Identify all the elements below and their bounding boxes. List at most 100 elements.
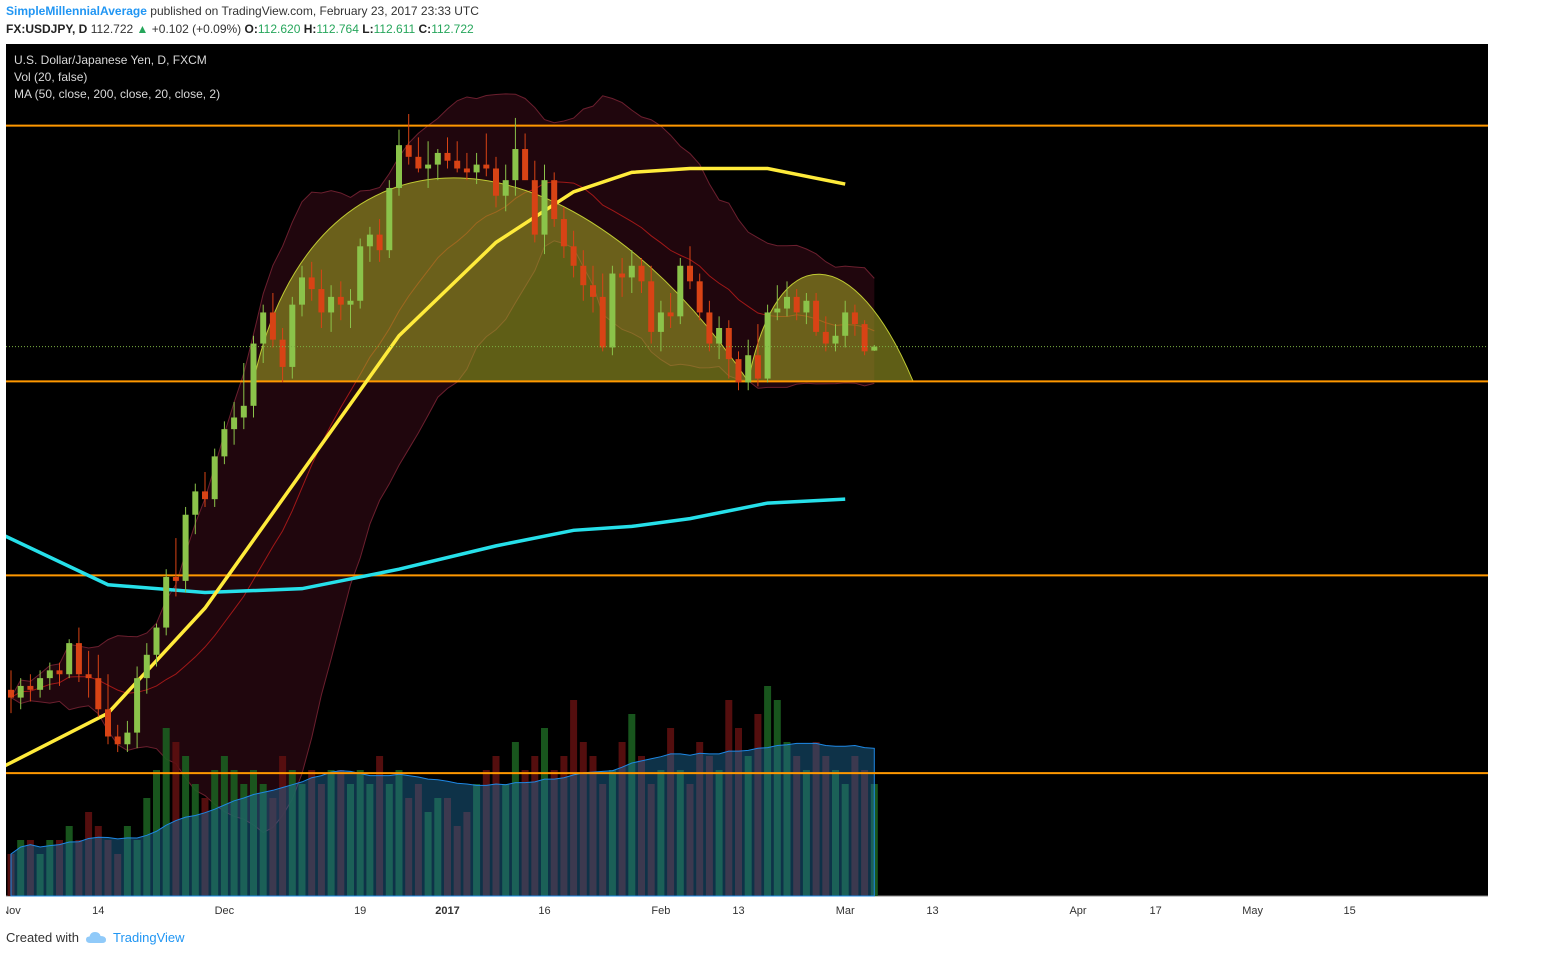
time-tick-label: Nov xyxy=(6,905,21,917)
candle-body xyxy=(66,643,73,675)
candle-body xyxy=(269,312,276,340)
volume-bar xyxy=(269,798,277,896)
volume-bar xyxy=(230,770,238,896)
candle-body xyxy=(240,405,247,418)
candle-body xyxy=(95,678,102,710)
legend-ma: MA (50, close, 200, close, 20, close, 2) xyxy=(14,87,221,101)
candle xyxy=(202,471,208,507)
candle-body xyxy=(415,156,422,169)
time-tick-label: 2017 xyxy=(435,905,459,917)
volume-bar xyxy=(220,756,228,896)
price-axis-gap xyxy=(1489,44,1491,896)
volume-bar xyxy=(502,784,510,896)
volume-bar xyxy=(802,770,810,896)
time-axis-background xyxy=(6,896,1491,919)
volume-bar xyxy=(560,756,568,896)
volume-bar xyxy=(482,770,490,896)
volume-bar xyxy=(735,728,742,896)
candle-body xyxy=(221,429,228,457)
volume-bar xyxy=(579,742,587,896)
candle xyxy=(153,623,160,667)
candle-body xyxy=(706,312,713,344)
volume-bar xyxy=(599,784,607,896)
volume-bar xyxy=(434,798,442,896)
candle xyxy=(803,292,810,325)
candle-body xyxy=(37,678,44,690)
author-link[interactable]: SimpleMillennialAverage xyxy=(6,4,147,18)
chart-legend: U.S. Dollar/Japanese Yen, D, FXCM Vol (2… xyxy=(14,52,220,103)
candle-body xyxy=(871,346,878,351)
candle-body xyxy=(861,324,868,352)
candle-body xyxy=(764,312,771,379)
candle xyxy=(502,164,509,212)
candle xyxy=(425,141,432,188)
volume-bar xyxy=(36,854,44,896)
candle-body xyxy=(803,300,810,313)
candle xyxy=(289,296,296,379)
tradingview-link[interactable]: TradingView xyxy=(112,930,185,945)
volume-bar xyxy=(589,756,597,896)
candle xyxy=(784,281,790,317)
candle-body xyxy=(793,296,800,313)
volume-bar xyxy=(744,756,752,896)
candle-body xyxy=(512,149,519,181)
candle-body xyxy=(231,417,238,430)
candle-body xyxy=(560,219,567,247)
candle xyxy=(560,207,567,258)
volume-bar xyxy=(647,784,655,896)
candle-body xyxy=(318,289,325,313)
candle-body xyxy=(27,685,34,690)
candle xyxy=(842,300,849,348)
volume-bar xyxy=(618,742,626,896)
candle xyxy=(405,114,412,165)
volume-bar xyxy=(657,770,665,896)
volume-bar xyxy=(191,784,199,896)
candle xyxy=(386,180,393,258)
ma50-line xyxy=(0,166,846,770)
candle-body xyxy=(85,674,92,679)
candle xyxy=(357,238,364,309)
volume-bar xyxy=(812,742,820,896)
volume-bar xyxy=(754,714,762,896)
candle-body xyxy=(357,246,364,301)
candle-body xyxy=(8,689,14,698)
price-chart[interactable]: 99.000100.000101.000102.000103.000104.00… xyxy=(0,44,1544,919)
volume-bar xyxy=(667,728,675,896)
low-value: 112.611 xyxy=(373,22,416,36)
candle xyxy=(512,117,519,196)
volume-bar xyxy=(385,784,393,896)
candle xyxy=(638,257,645,293)
change-arrow-icon: ▲ xyxy=(136,22,149,36)
volume-bar xyxy=(608,770,616,896)
candle xyxy=(861,320,868,356)
candle-body xyxy=(522,149,529,181)
volume-bar xyxy=(298,784,306,896)
volume-bar xyxy=(65,826,73,896)
candle xyxy=(473,152,480,185)
candle-body xyxy=(754,355,761,379)
candle xyxy=(124,720,131,753)
candle-body xyxy=(628,265,635,278)
candle xyxy=(687,246,693,290)
legend-symbol: U.S. Dollar/Japanese Yen, D, FXCM xyxy=(14,53,207,67)
volume-bar xyxy=(832,770,839,896)
volume-bar xyxy=(705,756,713,896)
candle xyxy=(667,292,674,328)
candle-body xyxy=(396,145,402,188)
volume-ma-area xyxy=(10,742,875,897)
volume-bar xyxy=(715,770,723,896)
candle-body xyxy=(182,514,189,581)
volume-bar xyxy=(17,840,25,896)
candle-body xyxy=(405,145,412,157)
candle xyxy=(172,538,179,597)
candle-body xyxy=(735,359,742,383)
volume-bar xyxy=(550,770,558,896)
candle xyxy=(657,300,664,352)
candle xyxy=(434,149,441,181)
volume-bar xyxy=(56,840,63,896)
candle-body xyxy=(541,180,548,235)
volume-bar xyxy=(317,784,325,896)
candle-body xyxy=(211,456,218,500)
volume-bar xyxy=(511,742,519,896)
chart-area[interactable]: 99.000100.000101.000102.000103.000104.00… xyxy=(0,44,1544,919)
